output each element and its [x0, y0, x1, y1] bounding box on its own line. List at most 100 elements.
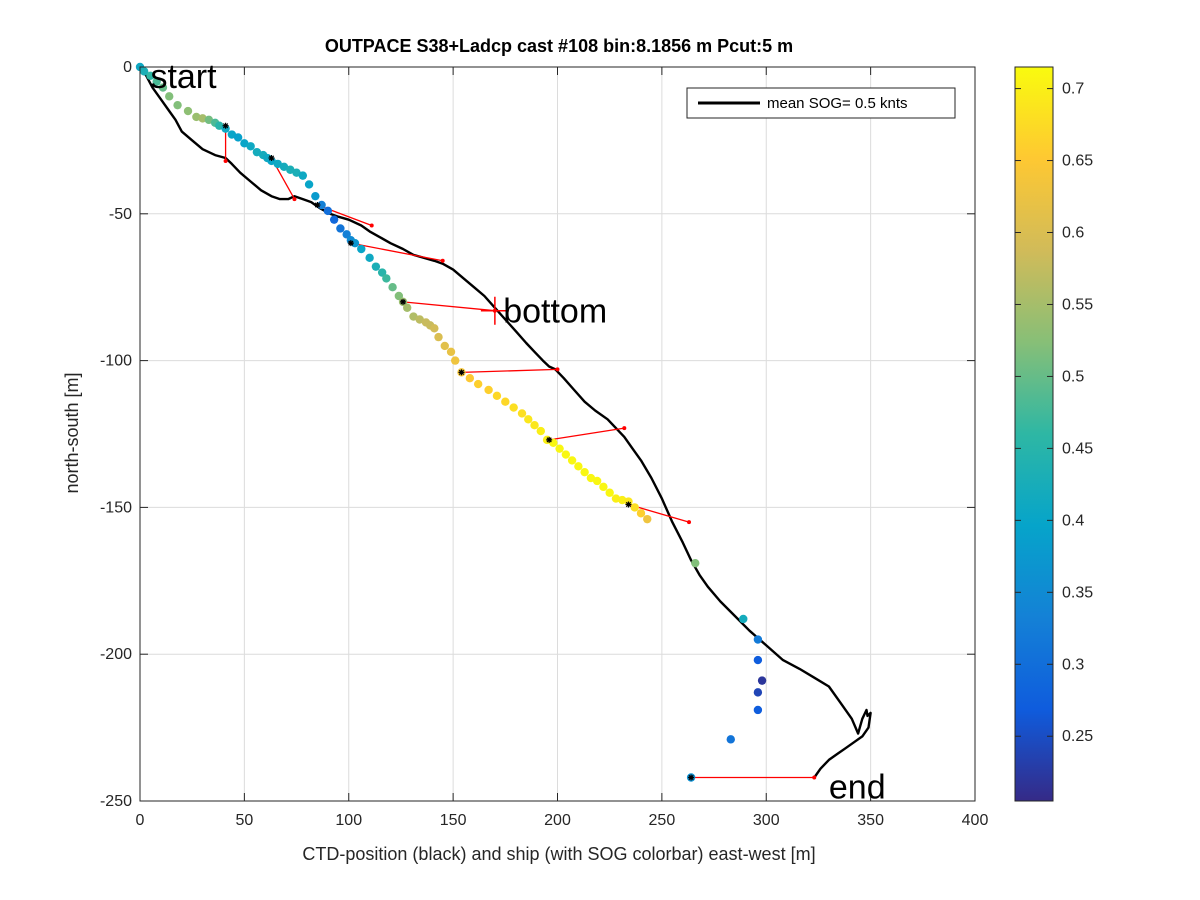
connection-line: [461, 368, 558, 373]
x-tick-label: 150: [440, 812, 467, 829]
annotation-start: start: [150, 58, 217, 96]
ship-point: [342, 230, 351, 239]
ship-point: [323, 206, 333, 216]
ship-point: [371, 262, 381, 271]
ctd-red-marker: [622, 426, 627, 431]
y-axis-ticks: -250 -200 -150 -100 -50 0: [100, 59, 975, 810]
ship-point: [567, 456, 577, 465]
colorbar-tick-label: 0.25: [1062, 728, 1093, 745]
x-tick-label: 0: [136, 812, 145, 829]
ship-point: [599, 482, 608, 492]
ship-point: [152, 77, 161, 86]
ctd-red-marker: [369, 223, 374, 228]
x-tick-label: 400: [962, 812, 989, 829]
ship-point: [561, 450, 571, 459]
colorbar-ticks: 0.25 0.3 0.35 0.4 0.45 0.5 0.55 0.6 0.65 0.7: [1015, 81, 1093, 745]
connection-line: [402, 301, 495, 312]
x-tick-label: 200: [544, 812, 571, 829]
ship-point: [618, 495, 627, 505]
ship-point: [430, 324, 439, 333]
x-tick-label: 350: [857, 812, 884, 829]
ship-point: [204, 115, 214, 125]
ship-point: [509, 403, 518, 412]
ship-point: [183, 106, 193, 116]
ctd-red-marker: [223, 158, 228, 163]
legend: mean SOG= 0.5 knts: [686, 87, 956, 119]
ship-point: [298, 171, 308, 180]
colorbar-tick-label: 0.55: [1062, 296, 1093, 313]
connection-line: [350, 242, 443, 262]
ship-point: [555, 444, 564, 453]
ship-point: [636, 509, 646, 518]
connection-line: [549, 427, 625, 441]
ship-point: [465, 374, 475, 383]
ctd-red-marker: [812, 775, 817, 780]
ship-point: [446, 347, 456, 356]
bottom-cross-marker: [480, 296, 509, 325]
ship-point: [501, 397, 510, 406]
ship-point: [753, 688, 763, 697]
ship-point: [580, 467, 589, 477]
y-tick-label: -150: [100, 499, 132, 516]
ship-point: [382, 274, 391, 283]
ship-point: [198, 114, 207, 123]
ctd-track-line: [139, 66, 872, 779]
x-tick-label: 100: [335, 812, 362, 829]
ship-point: [273, 159, 282, 169]
ship-point: [643, 514, 652, 524]
colorbar: 0.25 0.3 0.35 0.4 0.45 0.5 0.55 0.6 0.65 0.7: [1014, 66, 1093, 802]
chart-title: OUTPACE S38+Ladcp cast #108 bin:8.1856 m…: [325, 36, 793, 56]
ship-point: [473, 379, 483, 389]
legend-entry: mean SOG= 0.5 knts: [767, 95, 908, 112]
ship-star-marker: [546, 436, 553, 443]
ship-point: [630, 503, 639, 512]
ctd-track-layer: [139, 66, 872, 779]
ship-star-marker: [400, 298, 407, 305]
plot-area: 0 50 100 150 200 250 300 350 400 -250 -200 -150 -10…: [100, 58, 988, 829]
x-tick-label: 250: [649, 812, 676, 829]
x-tick-label: 50: [235, 812, 253, 829]
annotation-end: end: [829, 768, 886, 806]
ship-star-marker: [314, 201, 321, 208]
ctd-red-marker: [687, 520, 692, 525]
ship-point: [146, 71, 155, 81]
ship-point: [329, 215, 339, 224]
ship-point: [240, 139, 249, 148]
ship-point: [530, 420, 539, 430]
ship-point: [377, 268, 387, 277]
grid-lines: [139, 66, 976, 802]
ship-point: [336, 224, 345, 233]
annotation-bottom: bottom: [503, 293, 607, 331]
y-tick-label: -100: [100, 353, 132, 370]
ship-point: [753, 705, 763, 715]
ship-point: [415, 315, 424, 324]
ship-point: [753, 655, 763, 665]
ship-point: [605, 488, 614, 497]
colorbar-gradient: [1014, 66, 1054, 802]
colorbar-tick-label: 0.6: [1062, 225, 1084, 242]
ship-point: [586, 473, 596, 483]
y-tick-label: -200: [100, 646, 132, 663]
ship-point: [394, 291, 404, 301]
ship-point: [165, 92, 174, 101]
y-tick-label: -250: [100, 793, 132, 810]
ship-star-marker: [222, 122, 229, 129]
ship-point: [574, 462, 583, 471]
marker-layer: [222, 122, 817, 781]
x-axis-label: CTD-position (black) and ship (with SOG …: [302, 844, 815, 864]
ctd-red-marker: [292, 197, 297, 202]
ship-point: [757, 676, 767, 685]
x-axis-ticks: 0 50 100 150 200 250 300 350 400: [136, 67, 989, 829]
colorbar-tick-label: 0.35: [1062, 584, 1093, 601]
ship-point: [517, 409, 527, 418]
colorbar-tick-label: 0.5: [1062, 368, 1084, 385]
ship-point: [739, 614, 748, 624]
ship-point: [246, 142, 255, 151]
colorbar-tick-label: 0.3: [1062, 656, 1084, 673]
y-axis-label: north-south [m]: [62, 372, 82, 493]
ship-star-marker: [688, 774, 695, 781]
ship-point: [233, 133, 243, 142]
ship-point: [286, 165, 295, 174]
ship-point: [403, 303, 412, 312]
